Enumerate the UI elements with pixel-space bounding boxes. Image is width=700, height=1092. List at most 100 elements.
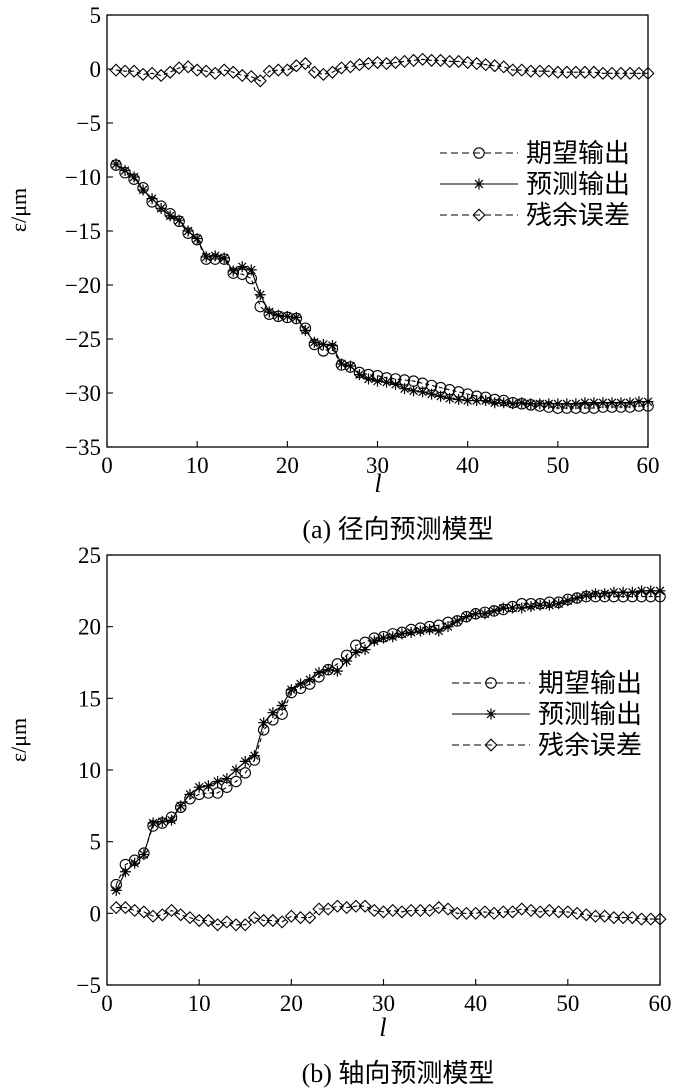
- x-tick-label: 30: [372, 991, 395, 1016]
- data-point: [166, 814, 178, 826]
- y-tick-label: 5: [90, 3, 102, 28]
- data-point: [615, 397, 627, 409]
- data-point: [417, 386, 429, 398]
- data-point: [218, 252, 230, 264]
- data-point: [254, 300, 267, 313]
- data-point: [570, 906, 584, 920]
- data-point: [587, 65, 601, 79]
- y-tick-label: −15: [65, 219, 101, 244]
- data-point: [636, 585, 648, 597]
- data-point: [137, 905, 151, 919]
- data-point: [542, 64, 556, 78]
- data-point: [451, 615, 463, 627]
- legend-marker: [485, 708, 497, 720]
- data-point: [211, 787, 224, 799]
- data-point: [599, 588, 611, 600]
- data-point: [498, 397, 510, 409]
- data-point: [212, 775, 224, 787]
- data-point: [272, 309, 284, 321]
- data-point: [525, 601, 537, 613]
- data-point: [551, 65, 565, 79]
- y-tick-label: 5: [90, 830, 102, 855]
- data-point: [588, 397, 600, 409]
- x-tick-label: 50: [546, 453, 569, 478]
- data-point: [330, 899, 344, 913]
- data-point: [496, 905, 510, 919]
- data-point: [322, 664, 334, 676]
- data-point: [452, 54, 466, 69]
- data-point: [129, 857, 141, 869]
- series-line: [115, 163, 648, 405]
- data-point: [119, 165, 131, 177]
- data-point: [414, 625, 426, 637]
- data-point: [426, 388, 438, 400]
- plot-frame: [106, 554, 661, 986]
- y-tick-label: 0: [90, 57, 102, 82]
- data-point: [461, 55, 475, 70]
- data-point: [478, 905, 492, 919]
- data-point: [450, 906, 464, 920]
- data-point: [312, 902, 326, 916]
- data-point: [127, 64, 141, 78]
- data-point: [396, 628, 408, 640]
- data-point: [580, 589, 592, 601]
- data-point: [533, 64, 547, 78]
- data-point: [173, 214, 185, 226]
- data-point: [524, 903, 538, 918]
- data-point: [644, 912, 658, 926]
- data-point: [378, 632, 389, 644]
- data-point: [229, 918, 243, 932]
- data-point: [245, 264, 257, 276]
- data-point: [489, 397, 501, 409]
- legend-item: 预测输出: [452, 700, 642, 729]
- data-point: [479, 58, 493, 72]
- data-point: [372, 375, 383, 387]
- data-point: [641, 66, 655, 80]
- data-point: [308, 336, 320, 348]
- data-point: [626, 586, 638, 598]
- data-point: [571, 592, 583, 604]
- data-point: [138, 849, 150, 861]
- series-diamond: [109, 52, 655, 88]
- y-tick-label: −30: [65, 381, 101, 406]
- data-point: [607, 911, 621, 925]
- data-point: [271, 63, 285, 77]
- data-point: [275, 915, 289, 929]
- data-point: [350, 646, 362, 658]
- x-axis-label: l: [374, 469, 381, 498]
- y-axis-label: ε/μm: [6, 718, 31, 762]
- data-point: [387, 631, 399, 643]
- data-point: [331, 665, 343, 677]
- data-point: [146, 193, 158, 205]
- legend-item: 期望输出: [440, 139, 630, 168]
- data-point: [424, 624, 436, 636]
- data-point: [606, 397, 618, 409]
- data-point: [190, 63, 204, 77]
- y-tick-label: −5: [77, 973, 101, 998]
- legend-item: 残余误差: [452, 731, 642, 760]
- y-tick-label: −10: [65, 165, 101, 190]
- data-point: [263, 306, 275, 318]
- data-point: [164, 210, 176, 222]
- data-point: [488, 605, 500, 617]
- legend-label: 残余误差: [526, 201, 630, 230]
- data-point: [163, 65, 177, 79]
- data-point: [238, 918, 252, 932]
- data-point: [507, 398, 519, 410]
- data-point: [497, 602, 509, 614]
- data-point: [235, 68, 249, 83]
- data-point: [284, 909, 298, 923]
- data-point: [562, 595, 574, 607]
- data-point: [118, 901, 133, 915]
- data-point: [589, 588, 601, 600]
- data-point: [193, 781, 205, 793]
- data-point: [480, 395, 492, 407]
- data-point: [109, 901, 123, 915]
- data-point: [181, 60, 195, 74]
